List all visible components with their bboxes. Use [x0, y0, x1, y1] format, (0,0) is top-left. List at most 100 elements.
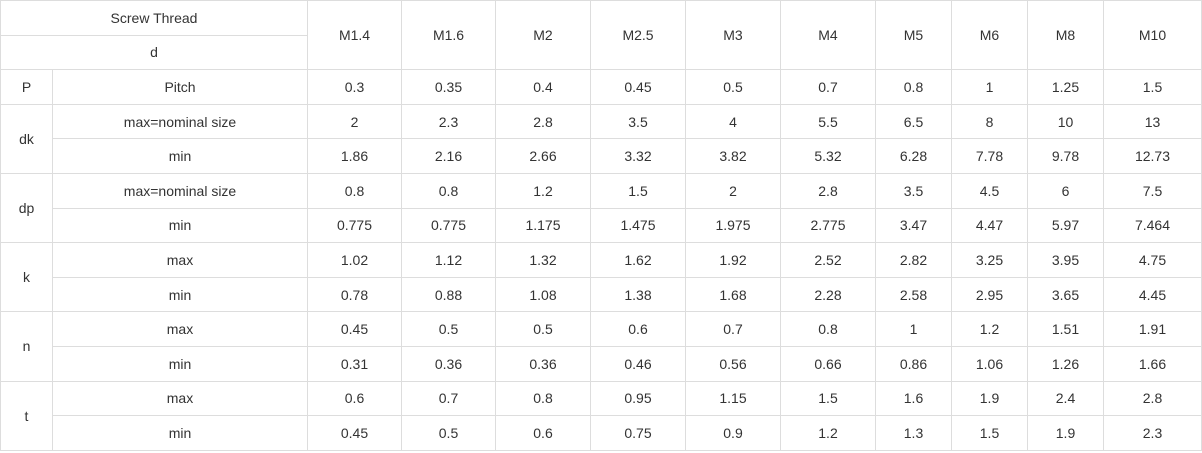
dimension-symbol: t: [0, 380, 53, 451]
value-cell: 6.28: [875, 138, 952, 174]
size-header: M5: [875, 0, 952, 71]
value-cell: 4: [685, 103, 781, 140]
value-cell: 2.8: [1103, 380, 1202, 417]
value-cell: 0.36: [495, 345, 591, 382]
value-cell: 3.25: [951, 242, 1028, 278]
value-cell: 0.56: [685, 345, 781, 382]
row-label: max=nominal size: [52, 103, 308, 140]
value-cell: 1.6: [875, 380, 952, 417]
value-cell: 6: [1027, 172, 1104, 209]
size-header: M1.4: [307, 0, 402, 71]
size-header: M2.5: [590, 0, 686, 71]
table-row: min 0.45 0.5 0.6 0.75 0.9 1.2 1.3 1.5 1.9 2.3: [1, 415, 1202, 451]
value-cell: 3.47: [875, 207, 952, 244]
value-cell: 8: [951, 103, 1028, 140]
value-cell: 4.45: [1103, 276, 1202, 313]
value-cell: 1.5: [780, 380, 876, 417]
diameter-header: d: [0, 34, 308, 71]
value-cell: 0.35: [401, 69, 496, 105]
value-cell: 1.3: [875, 415, 952, 451]
value-cell: 1.9: [1027, 415, 1104, 451]
value-cell: 1.12: [401, 242, 496, 278]
value-cell: 0.3: [307, 69, 402, 105]
value-cell: 0.5: [401, 311, 496, 347]
dimension-symbol: dp: [0, 172, 53, 244]
value-cell: 0.7: [780, 69, 876, 105]
size-header: M1.6: [401, 0, 496, 71]
value-cell: 1.68: [685, 276, 781, 313]
header-row: Screw Thread M1.4 M1.6 M2 M2.5 M3 M4 M5 …: [0, 0, 1202, 71]
value-cell: 0.45: [307, 415, 402, 451]
value-cell: 0.31: [307, 345, 402, 382]
row-label: min: [52, 345, 308, 382]
size-header: M10: [1103, 0, 1202, 71]
row-label: max=nominal size: [52, 172, 308, 209]
value-cell: 1.32: [495, 242, 591, 278]
value-cell: 3.32: [590, 138, 686, 174]
row-label: min: [52, 207, 308, 244]
table-row: min 0.31 0.36 0.36 0.46 0.56 0.66 0.86 1.06 1.26 1…: [1, 345, 1202, 382]
value-cell: 0.8: [307, 172, 402, 209]
size-header: M8: [1027, 0, 1104, 71]
value-cell: 2.4: [1027, 380, 1104, 417]
value-cell: 1.92: [685, 242, 781, 278]
value-cell: 2.775: [780, 207, 876, 244]
value-cell: 0.75: [590, 415, 686, 451]
value-cell: 0.45: [590, 69, 686, 105]
row-label: min: [52, 138, 308, 174]
row-label: min: [52, 276, 308, 313]
value-cell: 1: [875, 311, 952, 347]
value-cell: 2.8: [495, 103, 591, 140]
value-cell: 3.95: [1027, 242, 1104, 278]
table-row: min 1.86 2.16 2.66 3.32 3.82 5.32 6.28 7.78 9.78 1…: [1, 138, 1202, 174]
value-cell: 1.9: [951, 380, 1028, 417]
value-cell: 1.25: [1027, 69, 1104, 105]
value-cell: 1.2: [951, 311, 1028, 347]
value-cell: 1.975: [685, 207, 781, 244]
value-cell: 2.95: [951, 276, 1028, 313]
value-cell: 0.8: [780, 311, 876, 347]
value-cell: 1.475: [590, 207, 686, 244]
row-label: max: [52, 311, 308, 347]
value-cell: 1.08: [495, 276, 591, 313]
value-cell: 1.26: [1027, 345, 1104, 382]
value-cell: 0.5: [401, 415, 496, 451]
value-cell: 4.5: [951, 172, 1028, 209]
table-row: dp max=nominal size 0.8 0.8 1.2 1.5 2 2.8 3.5 4.5…: [0, 172, 1202, 244]
value-cell: 1: [951, 69, 1028, 105]
value-cell: 1.02: [307, 242, 402, 278]
table-row: min 0.775 0.775 1.175 1.475 1.975 2.775 3.47 4.4…: [1, 207, 1202, 244]
value-cell: 2: [685, 172, 781, 209]
value-cell: 10: [1027, 103, 1104, 140]
value-cell: 1.15: [685, 380, 781, 417]
value-cell: 7.78: [951, 138, 1028, 174]
row-label: Pitch: [52, 69, 308, 105]
value-cell: 1.5: [951, 415, 1028, 451]
value-cell: 1.175: [495, 207, 591, 244]
size-header: M6: [951, 0, 1028, 71]
size-header: M4: [780, 0, 876, 71]
value-cell: 5.97: [1027, 207, 1104, 244]
dimension-symbol: P: [0, 69, 53, 105]
value-cell: 5.32: [780, 138, 876, 174]
row-label: max: [52, 380, 308, 417]
value-cell: 3.5: [590, 103, 686, 140]
value-cell: 0.8: [875, 69, 952, 105]
value-cell: 0.7: [685, 311, 781, 347]
value-cell: 0.36: [401, 345, 496, 382]
value-cell: 2.82: [875, 242, 952, 278]
value-cell: 0.5: [495, 311, 591, 347]
value-cell: 3.65: [1027, 276, 1104, 313]
value-cell: 0.8: [495, 380, 591, 417]
value-cell: 0.6: [495, 415, 591, 451]
value-cell: 1.62: [590, 242, 686, 278]
value-cell: 9.78: [1027, 138, 1104, 174]
value-cell: 2.3: [1103, 415, 1202, 451]
value-cell: 7.5: [1103, 172, 1202, 209]
value-cell: 1.2: [780, 415, 876, 451]
value-cell: 2.52: [780, 242, 876, 278]
table-row: dk max=nominal size 2 2.3 2.8 3.5 4 5.5 6.5 8 10 13: [0, 103, 1202, 174]
value-cell: 2.16: [401, 138, 496, 174]
value-cell: 2.66: [495, 138, 591, 174]
